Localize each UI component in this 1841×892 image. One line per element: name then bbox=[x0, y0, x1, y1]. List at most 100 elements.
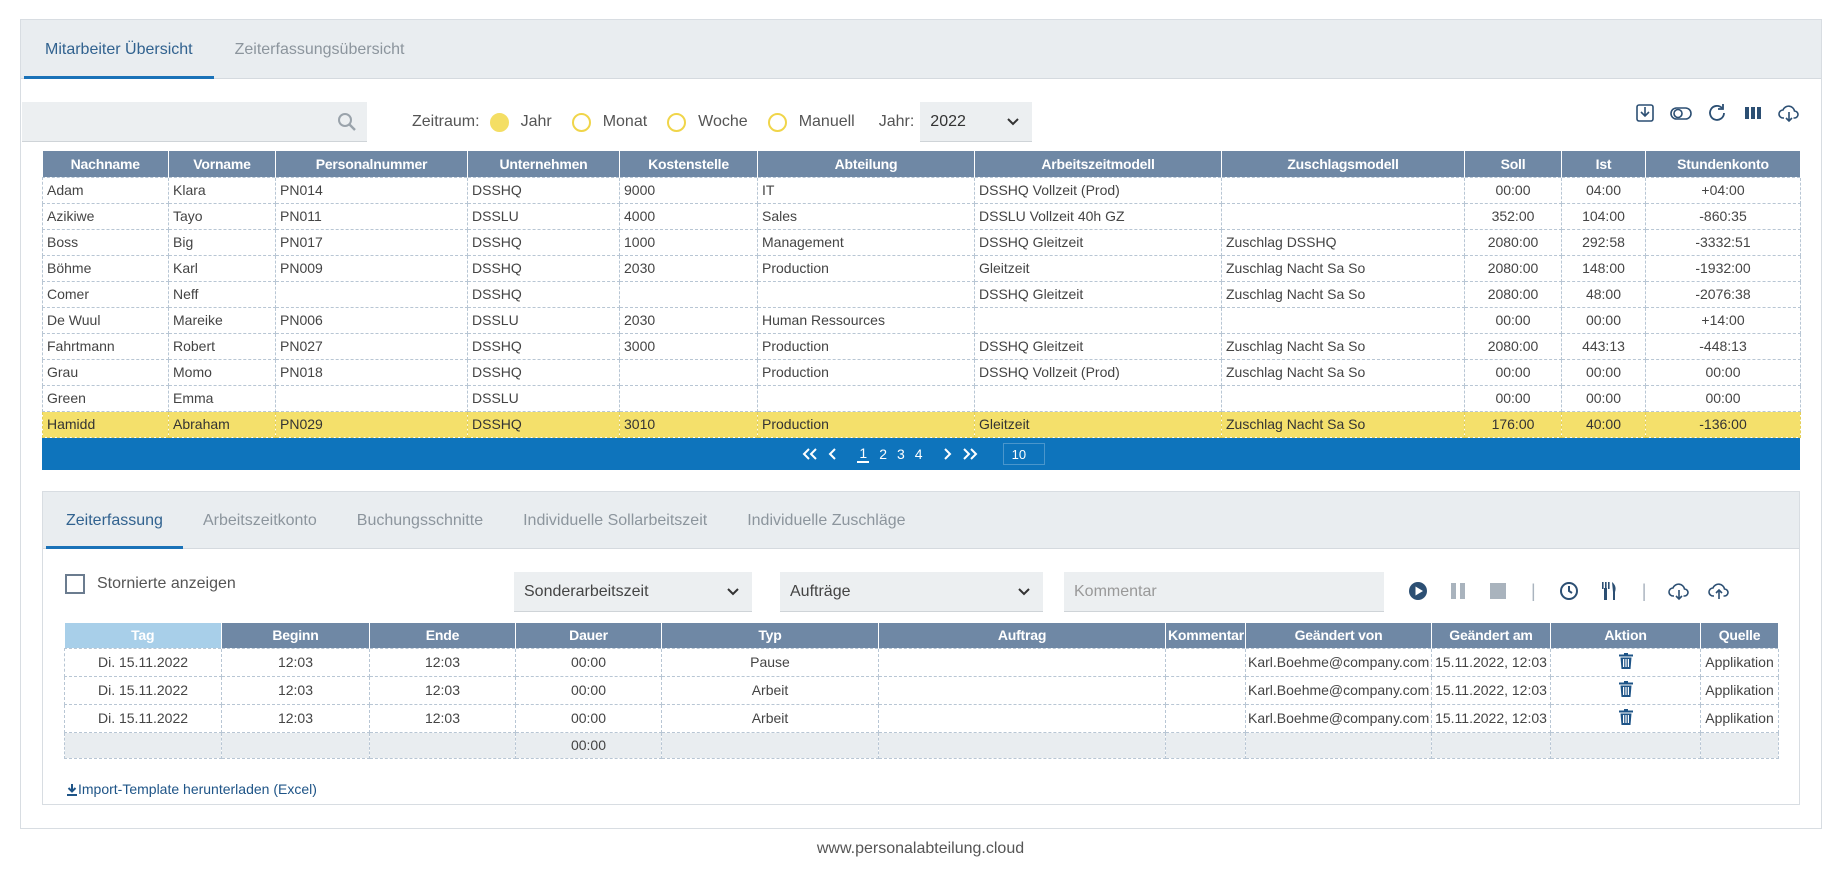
column-header[interactable]: Tag bbox=[64, 623, 222, 648]
order-dropdown[interactable]: Aufträge bbox=[780, 572, 1043, 612]
tab-zeiterfassungsuebersicht[interactable]: Zeiterfassungsübersicht bbox=[234, 41, 405, 58]
show-cancelled-checkbox[interactable] bbox=[65, 574, 85, 594]
table-row[interactable]: Comer Neff DSSHQ DSSHQ Gleitzeit Zuschlag Na… bbox=[42, 280, 1801, 308]
year-select[interactable]: 2022 bbox=[920, 102, 1033, 142]
cloud-download-icon[interactable] bbox=[1668, 580, 1690, 602]
first-page-icon[interactable] bbox=[802, 448, 818, 460]
table-row[interactable]: Hamidd Abraham PN029 DSSHQ 3010 Production Gle… bbox=[42, 410, 1801, 438]
column-header[interactable]: Auftrag bbox=[878, 623, 1166, 648]
tab-arbeitszeitkonto[interactable]: Arbeitszeitkonto bbox=[202, 512, 317, 529]
column-header[interactable]: Typ bbox=[661, 623, 879, 648]
column-header[interactable]: Aktion bbox=[1550, 623, 1701, 648]
search-icon[interactable] bbox=[337, 112, 357, 132]
radio-circle[interactable] bbox=[489, 112, 509, 132]
page-3[interactable]: 3 bbox=[897, 446, 905, 462]
table-cell: PN011 bbox=[275, 202, 468, 230]
table-row[interactable]: Grau Momo PN018 DSSHQ Production DSSHQ Vollze… bbox=[42, 358, 1801, 386]
table-cell: 4000 bbox=[619, 202, 758, 230]
table-row[interactable]: Green Emma DSSLU 00:00 00:00 00:00 bbox=[42, 384, 1801, 412]
trash-icon[interactable] bbox=[1618, 708, 1633, 728]
table-cell: Tayo bbox=[168, 202, 276, 230]
column-header[interactable]: Dauer bbox=[515, 623, 662, 648]
clock-icon[interactable] bbox=[1558, 580, 1580, 602]
prev-page-icon[interactable] bbox=[828, 448, 838, 460]
radio-monat[interactable]: Monat bbox=[571, 112, 647, 132]
table-row[interactable]: Boss Big PN017 DSSHQ 1000 Management DSSHQ Gle… bbox=[42, 228, 1801, 256]
radio-manuell[interactable]: Manuell bbox=[767, 112, 855, 132]
column-header[interactable]: Personalnummer bbox=[275, 151, 468, 177]
radio-circle[interactable] bbox=[571, 112, 591, 132]
column-header[interactable]: Kommentar bbox=[1165, 623, 1246, 648]
column-header[interactable]: Kostenstelle bbox=[619, 151, 758, 177]
radio-circle[interactable] bbox=[767, 112, 787, 132]
stop-icon[interactable] bbox=[1487, 580, 1509, 602]
tab-individuelle-sollarbeitszeit[interactable]: Individuelle Sollarbeitszeit bbox=[523, 512, 708, 529]
column-header[interactable]: Arbeitszeitmodell bbox=[974, 151, 1222, 177]
table-row[interactable]: Fahrtmann Robert PN027 DSSHQ 3000 Production D… bbox=[42, 332, 1801, 360]
table-cell: DSSHQ Gleitzeit bbox=[974, 280, 1222, 308]
cloud-upload-icon[interactable] bbox=[1708, 580, 1730, 602]
year-label: Jahr: bbox=[878, 113, 915, 130]
table-row[interactable]: De Wuul Mareike PN006 DSSLU 2030 Human Ressou… bbox=[42, 306, 1801, 334]
tab-individuelle-zuschlaege[interactable]: Individuelle Zuschläge bbox=[747, 512, 906, 529]
column-header[interactable]: Ende bbox=[369, 623, 516, 648]
column-header[interactable]: Nachname bbox=[42, 151, 169, 177]
table-row[interactable]: Adam Klara PN014 DSSHQ 9000 IT DSSHQ Vollzeit … bbox=[42, 176, 1801, 204]
column-header[interactable]: Abteilung bbox=[757, 151, 975, 177]
page-4[interactable]: 4 bbox=[914, 446, 923, 462]
toggle-icon[interactable] bbox=[1670, 102, 1692, 124]
download-icon[interactable] bbox=[1634, 102, 1656, 124]
table-row[interactable]: Di. 15.11.2022 12:03 12:03 00:00 Arbeit Karl.… bbox=[64, 703, 1779, 733]
radio-circle[interactable] bbox=[667, 112, 687, 132]
column-header[interactable]: Stundenkonto bbox=[1645, 151, 1801, 177]
column-header[interactable]: Zuschlagsmodell bbox=[1221, 151, 1465, 177]
column-header[interactable]: Beginn bbox=[221, 623, 370, 648]
tab-buchungsschnitte[interactable]: Buchungsschnitte bbox=[356, 512, 484, 529]
table-cell: Di. 15.11.2022 bbox=[64, 703, 222, 733]
next-page-icon[interactable] bbox=[942, 448, 952, 460]
sum-cell bbox=[1700, 731, 1779, 759]
columns-icon[interactable] bbox=[1742, 102, 1764, 124]
type-dropdown[interactable]: Sonderarbeitszeit bbox=[514, 572, 752, 612]
radio-woche[interactable]: Woche bbox=[667, 112, 748, 132]
last-page-icon[interactable] bbox=[962, 448, 978, 460]
table-row[interactable]: Di. 15.11.2022 12:03 12:03 00:00 Arbeit Karl.… bbox=[64, 675, 1779, 705]
column-header[interactable]: Ist bbox=[1561, 151, 1646, 177]
table-cell: De Wuul bbox=[42, 306, 169, 334]
table-row[interactable]: Di. 15.11.2022 12:03 12:03 00:00 Pause Karl.B… bbox=[64, 647, 1779, 677]
column-header[interactable]: Quelle bbox=[1700, 623, 1779, 648]
search-input[interactable] bbox=[22, 102, 367, 141]
radio-jahr[interactable]: Jahr bbox=[489, 112, 552, 132]
page-1[interactable]: 1 bbox=[857, 445, 870, 463]
page-2[interactable]: 2 bbox=[879, 446, 887, 462]
column-header[interactable]: Vorname bbox=[168, 151, 276, 177]
table-cell: Azikiwe bbox=[42, 202, 169, 230]
tab-mitarbeiter-uebersicht[interactable]: Mitarbeiter Übersicht bbox=[24, 20, 214, 79]
comment-input[interactable] bbox=[1064, 572, 1384, 611]
trash-icon[interactable] bbox=[1618, 680, 1633, 700]
employee-table: Nachname Vorname Personalnummer Unternehmen… bbox=[42, 151, 1801, 438]
table-cell: 12:03 bbox=[369, 647, 516, 677]
refresh-icon[interactable] bbox=[1706, 102, 1728, 124]
column-header[interactable]: Unternehmen bbox=[467, 151, 620, 177]
column-header[interactable]: Soll bbox=[1464, 151, 1562, 177]
table-row[interactable]: Böhme Karl PN009 DSSHQ 2030 Production Gleitze… bbox=[42, 254, 1801, 282]
table-cell: -448:13 bbox=[1645, 332, 1801, 360]
table-cell: Green bbox=[42, 384, 169, 412]
comment-field[interactable] bbox=[1064, 572, 1384, 612]
cloud-download-icon[interactable] bbox=[1778, 102, 1800, 124]
table-cell bbox=[275, 384, 468, 412]
table-cell: Zuschlag Nacht Sa So bbox=[1221, 358, 1465, 386]
tab-zeiterfassung[interactable]: Zeiterfassung bbox=[46, 492, 183, 549]
import-template-link[interactable]: Import-Template herunterladen (Excel) bbox=[66, 781, 317, 797]
search-field[interactable] bbox=[22, 102, 367, 142]
trash-icon[interactable] bbox=[1618, 652, 1633, 672]
column-header[interactable]: Geändert von bbox=[1245, 623, 1432, 648]
pause-icon[interactable] bbox=[1447, 580, 1469, 602]
table-row[interactable]: Azikiwe Tayo PN011 DSSLU 4000 Sales DSSLU Voll… bbox=[42, 202, 1801, 230]
meal-break-icon[interactable] bbox=[1598, 580, 1620, 602]
play-icon[interactable] bbox=[1407, 580, 1429, 602]
page-size-select[interactable]: 10 bbox=[1002, 443, 1045, 465]
show-cancelled-option[interactable]: Stornierte anzeigen bbox=[65, 574, 236, 594]
column-header[interactable]: Geändert am bbox=[1431, 623, 1551, 648]
